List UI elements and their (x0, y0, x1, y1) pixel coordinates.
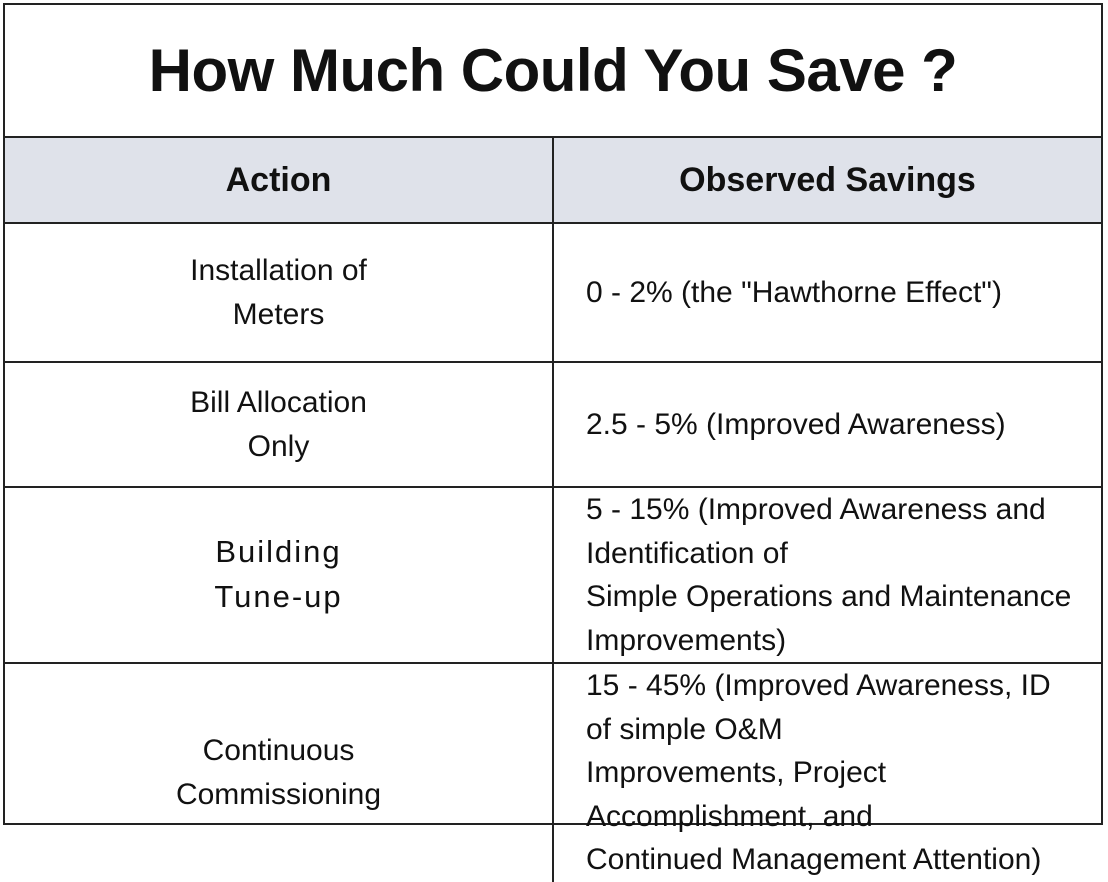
savings-cell: 15 - 45% (Improved Awareness, ID of simp… (552, 662, 1101, 882)
header-observed-savings: Observed Savings (552, 136, 1101, 224)
savings-cell: 5 - 15% (Improved Awareness and Identifi… (552, 486, 1101, 664)
action-line: Installation of (190, 254, 367, 287)
savings-line: Improvements, Project Accomplishment, an… (586, 756, 887, 833)
table-row: Installation of Meters 0 - 2% (the "Hawt… (5, 222, 1101, 363)
savings-table-frame: How Much Could You Save ? Action Observe… (3, 3, 1103, 882)
action-cell: Building Tune-up (5, 486, 554, 664)
action-cell: Bill Allocation Only (5, 361, 554, 488)
savings-cell: 0 - 2% (the "Hawthorne Effect") (552, 222, 1101, 363)
table-row: Continuous Commissioning 15 - 45% (Impro… (5, 662, 1101, 882)
title-row: How Much Could You Save ? (5, 5, 1101, 138)
action-line: Bill Allocation (190, 386, 367, 419)
action-line: Building (215, 534, 342, 570)
header-row: Action Observed Savings (5, 136, 1101, 224)
table-row: Bill Allocation Only 2.5 - 5% (Improved … (5, 361, 1101, 488)
action-cell: Installation of Meters (5, 222, 554, 363)
savings-line: 0 - 2% (the "Hawthorne Effect") (586, 275, 1002, 309)
action-line: Meters (232, 297, 325, 331)
savings-line: 15 - 45% (Improved Awareness, ID of simp… (586, 669, 1051, 746)
savings-cell: 2.5 - 5% (Improved Awareness) (552, 361, 1101, 488)
table-row: Building Tune-up 5 - 15% (Improved Aware… (5, 486, 1101, 664)
header-action: Action (5, 136, 554, 224)
savings-table: How Much Could You Save ? Action Observe… (5, 5, 1101, 882)
savings-line: 2.5 - 5% (Improved Awareness) (586, 407, 1006, 441)
savings-line: Continued Management Attention) (586, 843, 1042, 876)
page-title: How Much Could You Save ? (5, 5, 1101, 138)
savings-line: Simple Operations and Maintenance Improv… (586, 580, 1072, 657)
action-line: Tune-up (214, 579, 343, 614)
action-line: Only (247, 429, 310, 463)
action-cell: Continuous Commissioning (5, 662, 554, 882)
action-line: Commissioning (175, 777, 382, 811)
savings-line: 5 - 15% (Improved Awareness and Identifi… (586, 493, 1046, 570)
action-line: Continuous (202, 734, 355, 768)
